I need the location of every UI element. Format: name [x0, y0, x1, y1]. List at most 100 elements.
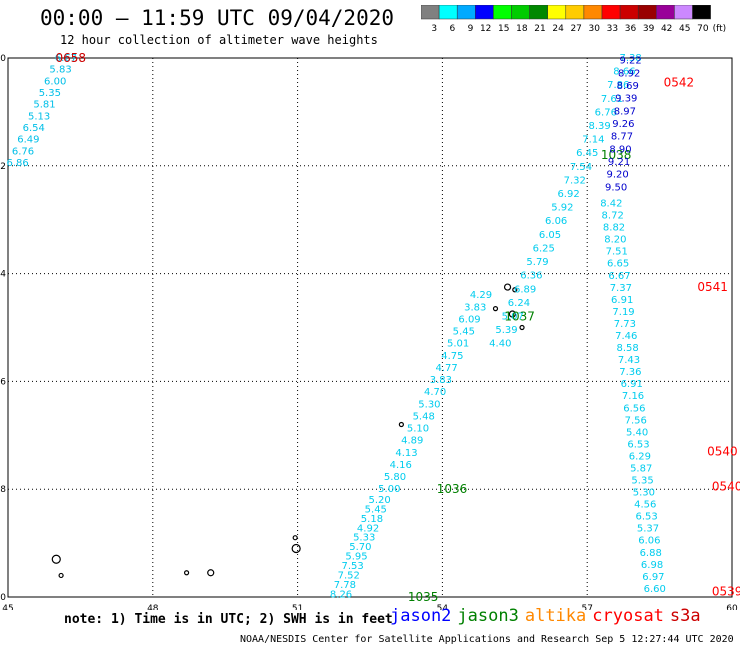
wave-height-value: 6.24 — [508, 298, 530, 309]
wave-height-value: 5.35 — [39, 88, 61, 99]
wave-height-value: 5.30 — [418, 399, 440, 410]
wave-height-value: 7.14 — [582, 135, 604, 146]
lat-tick-label: -2 — [0, 162, 6, 172]
wave-height-value: 8.42 — [600, 199, 622, 210]
wave-height-value: 7.37 — [610, 283, 632, 294]
wave-height-value: 6.92 — [557, 189, 579, 200]
wave-height-value: 7.56 — [625, 415, 647, 426]
wave-height-value: 7.73 — [614, 319, 636, 330]
wave-height-value: 4.75 — [441, 351, 463, 362]
wave-height-value: 5.92 — [551, 203, 573, 214]
island-outline — [503, 283, 512, 291]
wave-height-value: 6.67 — [608, 271, 630, 282]
wave-height-value: 6.00 — [44, 76, 66, 87]
color-bin-label: 30 — [589, 24, 601, 34]
lat-tick-label: -6 — [0, 377, 6, 387]
wave-height-value: 5.39 — [495, 325, 517, 336]
wave-height-value: 6.45 — [576, 148, 598, 159]
wave-height-value: 7.86 — [607, 80, 629, 91]
color-bin-label: 45 — [679, 24, 690, 34]
pass-time-label: 1037 — [504, 310, 535, 324]
color-bin-label: 12 — [480, 24, 491, 34]
wave-height-value: 7.78 — [334, 580, 356, 591]
wave-height-value: 5.18 — [361, 514, 383, 525]
wave-height-value: 8.72 — [602, 211, 624, 222]
wave-height-value: 6.25 — [533, 243, 555, 254]
wave-height-value: 4.89 — [401, 436, 423, 447]
lat-tick-label: 0 — [0, 54, 6, 64]
pass-time-label: 0542 — [664, 75, 695, 89]
color-bin-label: 36 — [625, 24, 637, 34]
wave-height-value: 5.83 — [49, 65, 71, 76]
satellite-legend-s3a: s3a — [669, 606, 701, 626]
wave-height-value: 4.70 — [424, 387, 446, 398]
wave-height-value: 6.67 — [55, 53, 77, 64]
color-bin-label: 15 — [498, 24, 509, 34]
wave-height-value: 6.53 — [635, 512, 657, 523]
wave-height-value: 6.76 — [595, 107, 617, 118]
island-outline — [58, 572, 64, 579]
pass-time-label: 0539 — [712, 585, 740, 599]
color-bin-label: 3 — [431, 24, 437, 34]
wave-height-value: 4.40 — [489, 339, 511, 350]
color-bin-label: 6 — [449, 24, 455, 34]
wave-height-value: 9.20 — [606, 170, 628, 181]
wave-height-value: 6.91 — [621, 379, 643, 390]
wave-height-value: 6.97 — [642, 572, 664, 583]
color-bin-label: 42 — [661, 24, 672, 34]
wave-height-value: 8.66 — [613, 67, 635, 78]
pass-time-label: 0540 — [707, 444, 738, 458]
wave-height-value: 4.16 — [390, 460, 412, 471]
map-frame — [7, 57, 733, 598]
wave-height-value: 7.38 — [620, 53, 642, 64]
lon-tick-label: 48 — [147, 604, 159, 610]
wave-height-value: 5.95 — [345, 552, 367, 563]
wave-height-value: 8.26 — [330, 589, 352, 600]
wave-height-value: 6.53 — [627, 439, 649, 450]
island-outline — [508, 310, 516, 318]
island-outline — [519, 324, 525, 331]
wave-height-value: 8.82 — [603, 223, 625, 234]
wave-height-value: 6.88 — [640, 548, 662, 559]
wave-height-value: 6.89 — [514, 284, 536, 295]
lat-tick-label: -4 — [0, 270, 6, 280]
color-bin-label: 9 — [468, 24, 474, 34]
wave-height-value: 7.52 — [338, 570, 360, 581]
wave-height-value: 8.92 — [618, 68, 640, 79]
wave-height-value: 5.13 — [28, 111, 50, 122]
wave-height-value: 5.10 — [407, 424, 429, 435]
wave-height-value: 5.70 — [349, 542, 371, 553]
wave-height-value: 9.26 — [612, 119, 634, 130]
wave-height-value: 5.80 — [384, 472, 406, 483]
wave-height-value: 5.87 — [630, 463, 652, 474]
wave-height-value: 7.54 — [570, 162, 592, 173]
wave-height-value: 9.22 — [620, 56, 642, 67]
satellite-legend-cryosat: cryosat — [592, 606, 664, 626]
wave-height-value: 6.36 — [520, 271, 542, 282]
wave-height-value: 6.76 — [12, 146, 34, 157]
wave-height-value: 5.45 — [365, 504, 387, 515]
island-outline — [183, 570, 190, 576]
pass-time-label: 1038 — [601, 148, 632, 162]
lat-tick-label: -8 — [0, 485, 6, 495]
wave-height-value: 5.48 — [413, 411, 435, 422]
pass-time-label: 0658 — [55, 51, 86, 65]
pass-time-label: 1035 — [408, 590, 439, 604]
wave-height-value: 5.35 — [631, 476, 653, 487]
wave-height-value: 6.54 — [23, 123, 45, 134]
color-bin-label: 18 — [516, 24, 528, 34]
wave-height-value: 8.69 — [617, 81, 639, 92]
island-outline — [398, 421, 404, 428]
pass-time-label: 1036 — [437, 482, 468, 496]
island-outline — [512, 287, 518, 293]
wave-height-value: 8.77 — [611, 132, 633, 143]
wave-height-value: 5.79 — [526, 257, 548, 268]
lon-tick-label: 57 — [581, 604, 592, 610]
lon-tick-label: 54 — [437, 604, 449, 610]
wave-height-value: 6.91 — [611, 295, 633, 306]
wave-height-value: 5.40 — [626, 427, 648, 438]
wave-height-value: 7.53 — [341, 561, 363, 572]
lat-tick-label: -10 — [0, 593, 6, 603]
wave-height-value: 8.90 — [609, 144, 631, 155]
wave-height-value: 6.98 — [641, 560, 663, 571]
